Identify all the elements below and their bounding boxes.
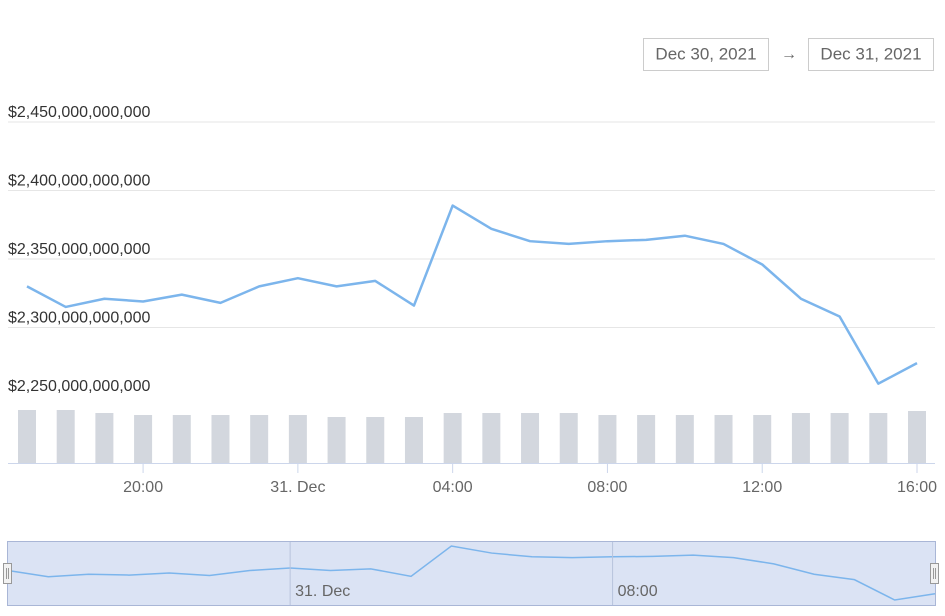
y-tick-label: $2,350,000,000,000 <box>8 241 150 258</box>
volume-bar <box>869 413 888 463</box>
volume-bar <box>521 413 540 463</box>
volume-bar <box>598 415 617 463</box>
volume-bar <box>211 415 230 463</box>
volume-bar <box>172 415 191 463</box>
arrow: → <box>781 46 797 63</box>
volume-bar <box>482 413 501 463</box>
navigator-label: 31. Dec <box>295 583 350 600</box>
navigator-line <box>7 545 936 601</box>
volume-bar <box>637 415 656 463</box>
y-tick-label: $2,400,000,000,000 <box>8 173 150 190</box>
volume-bar <box>559 413 578 463</box>
volume-bar <box>327 417 346 463</box>
x-tick-label: 16:00 <box>897 479 937 496</box>
from-input[interactable] <box>643 38 769 71</box>
navigator-handle-right[interactable] <box>930 563 939 584</box>
volume-bar <box>134 415 153 463</box>
volume-bar <box>675 415 694 463</box>
x-tick-label: 12:00 <box>742 479 782 496</box>
volume-bar <box>443 413 462 463</box>
y-tick-label: $2,250,000,000,000 <box>8 378 150 395</box>
volume-bar <box>56 410 75 463</box>
x-tick-label: 04:00 <box>433 479 473 496</box>
to-date[interactable]: Dec 31, 2021 <box>820 44 921 63</box>
x-tick-label: 20:00 <box>123 479 163 496</box>
volume-bar <box>908 411 926 463</box>
volume-bar <box>250 415 269 463</box>
navigator-handle-left[interactable] <box>3 563 12 584</box>
y-tick-label: $2,300,000,000,000 <box>8 310 150 327</box>
from-date[interactable]: Dec 30, 2021 <box>655 44 756 63</box>
volume-bar <box>791 413 810 463</box>
to-input[interactable] <box>808 38 934 71</box>
volume-bar <box>753 415 772 463</box>
volume-bar <box>830 413 849 463</box>
volume-bar <box>18 410 36 463</box>
volume-bar <box>714 415 733 463</box>
x-tick-label: 31. Dec <box>270 479 325 496</box>
navigator-label: 08:00 <box>618 583 658 600</box>
volume-bar <box>404 417 423 463</box>
volume-bar <box>95 413 114 463</box>
volume-bar <box>288 415 307 463</box>
price-line <box>26 204 918 385</box>
volume-bar <box>366 417 385 463</box>
x-tick-label: 08:00 <box>587 479 627 496</box>
y-tick-label: $2,450,000,000,000 <box>8 104 150 121</box>
